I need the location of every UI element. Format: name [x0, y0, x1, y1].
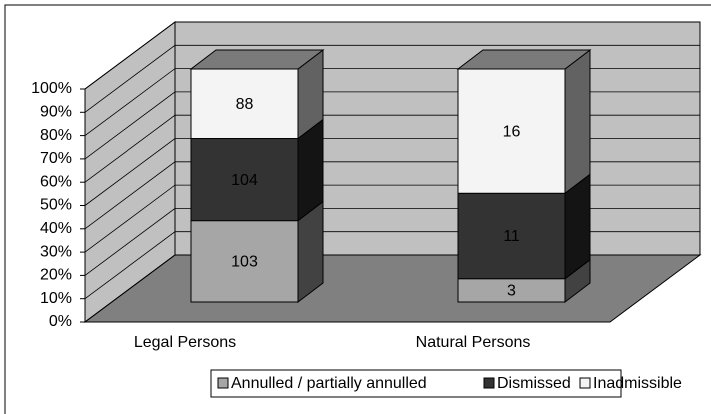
- y-tick-label: 100%: [31, 80, 72, 97]
- y-tick-label: 80%: [40, 127, 72, 144]
- data-label: 104: [231, 172, 258, 189]
- bar: [190, 220, 299, 303]
- bar: [457, 192, 566, 280]
- bar-top: [189, 49, 325, 70]
- legend-swatch: [217, 377, 229, 389]
- legend-box: [210, 369, 622, 398]
- legend-label: Annulled / partially annulled: [231, 375, 427, 392]
- bar-top: [456, 49, 592, 70]
- floor: [83, 254, 702, 323]
- data-label: 11: [503, 228, 520, 245]
- y-tick-label: 0%: [49, 313, 72, 330]
- data-label: 103: [231, 254, 258, 271]
- y-tick-label: 90%: [40, 104, 72, 121]
- legend-swatch: [579, 377, 591, 389]
- data-label: 16: [503, 123, 521, 140]
- y-tick-label: 70%: [40, 150, 72, 167]
- data-label: 3: [507, 283, 516, 300]
- legend-swatch: [483, 377, 495, 389]
- grid-line: [84, 21, 700, 90]
- y-tick-label: 40%: [40, 220, 72, 237]
- bar: [190, 68, 299, 140]
- data-label: 88: [236, 96, 254, 113]
- y-tick-label: 10%: [40, 290, 72, 307]
- y-tick-label: 30%: [40, 243, 72, 260]
- legend-label: Inadmissible: [593, 375, 682, 392]
- x-tick-label: Natural Persons: [416, 334, 531, 351]
- bar: [190, 138, 299, 222]
- grid-line: [84, 44, 700, 113]
- x-tick-label: Legal Persons: [134, 334, 236, 351]
- legend-label: Dismissed: [497, 375, 571, 392]
- y-tick-label: 50%: [40, 197, 72, 214]
- bar-side: [564, 48, 591, 195]
- y-tick-label: 60%: [40, 173, 72, 190]
- y-tick-label: 20%: [40, 267, 72, 284]
- bar: [457, 68, 566, 194]
